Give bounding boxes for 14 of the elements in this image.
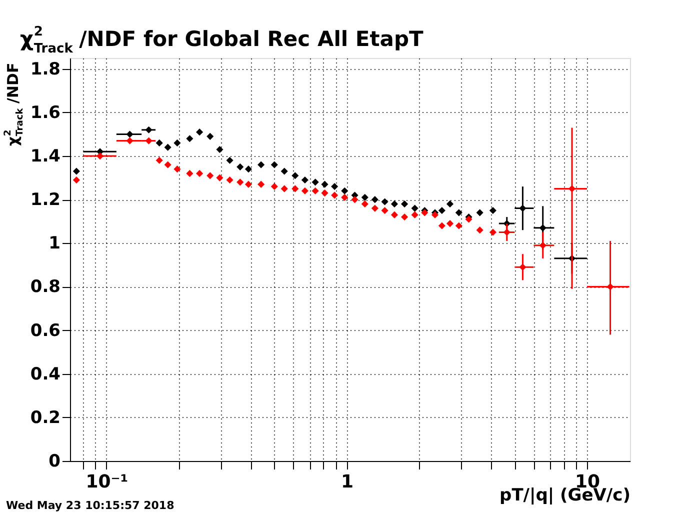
y-tick-label: 1.4 — [30, 146, 61, 167]
y-tick-label: 1.2 — [30, 190, 60, 210]
y-tick-label: 0 — [48, 452, 61, 472]
y-tick-label: 0.2 — [30, 408, 60, 428]
y-tick-label: 0.8 — [30, 277, 60, 298]
text: Wed May 23 10:15:57 2018 — [6, 499, 174, 512]
y-tick-label: 1.6 — [30, 102, 60, 123]
y-tick-label: 0.6 — [30, 320, 60, 341]
y-axis-title: χ2Track/NDF — [2, 62, 26, 146]
x-tick-label: 10⁻¹ — [86, 472, 128, 492]
x-tick-label: 1 — [340, 472, 354, 492]
y-tick-label: 0.4 — [30, 364, 61, 384]
y-tick-label: 1 — [48, 234, 60, 254]
y-tick-label: 1.8 — [30, 59, 60, 80]
